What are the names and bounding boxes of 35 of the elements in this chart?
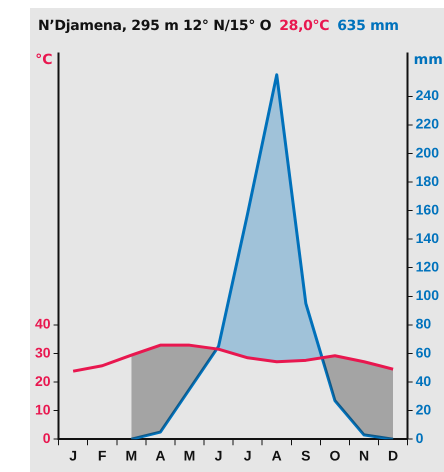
y2-tick-label: 80 xyxy=(416,316,432,332)
y2-tick-label: 120 xyxy=(416,258,440,275)
text: 635 mm xyxy=(337,18,399,34)
y2-tick-label: 180 xyxy=(416,172,440,189)
y2-tick-label: 100 xyxy=(416,287,440,304)
x-tick-label: A xyxy=(155,447,166,464)
x-tick-label: D xyxy=(388,447,398,464)
y2-axis-title: mm xyxy=(414,52,443,68)
x-tick-label: J xyxy=(214,447,222,464)
x-tick-label: M xyxy=(184,447,196,464)
chart-title: N’Djamena, 295 m 12° N/15° O xyxy=(38,18,272,34)
x-tick-label: N xyxy=(358,447,370,464)
text: 28,0°C xyxy=(279,18,330,34)
y2-tick-label: 20 xyxy=(416,401,432,418)
y-tick-label: 10 xyxy=(34,401,51,418)
x-tick-label: F xyxy=(98,447,107,464)
x-tick-label: O xyxy=(329,447,340,464)
x-tick-label: S xyxy=(301,447,310,464)
y2-tick-label: 140 xyxy=(416,230,440,246)
y2-tick-label: 40 xyxy=(416,372,432,389)
x-tick-label: M xyxy=(125,447,138,464)
y-axis-title: °C xyxy=(35,52,53,68)
y-tick-label: 20 xyxy=(34,372,51,389)
y-tick-label: 40 xyxy=(34,316,51,332)
x-tick-label: A xyxy=(272,447,282,464)
y2-tick-label: 240 xyxy=(416,87,440,104)
y2-tick-label: 220 xyxy=(416,116,440,132)
y2-tick-label: 60 xyxy=(416,344,432,360)
y2-tick-label: 160 xyxy=(416,201,440,218)
y2-tick-label: 0 xyxy=(416,430,424,446)
x-tick-label: J xyxy=(244,447,252,464)
y2-tick-label: 200 xyxy=(416,144,440,160)
y-tick-label: 30 xyxy=(34,344,51,360)
x-tick-label: J xyxy=(69,447,78,464)
y-tick-label: 0 xyxy=(42,430,51,446)
